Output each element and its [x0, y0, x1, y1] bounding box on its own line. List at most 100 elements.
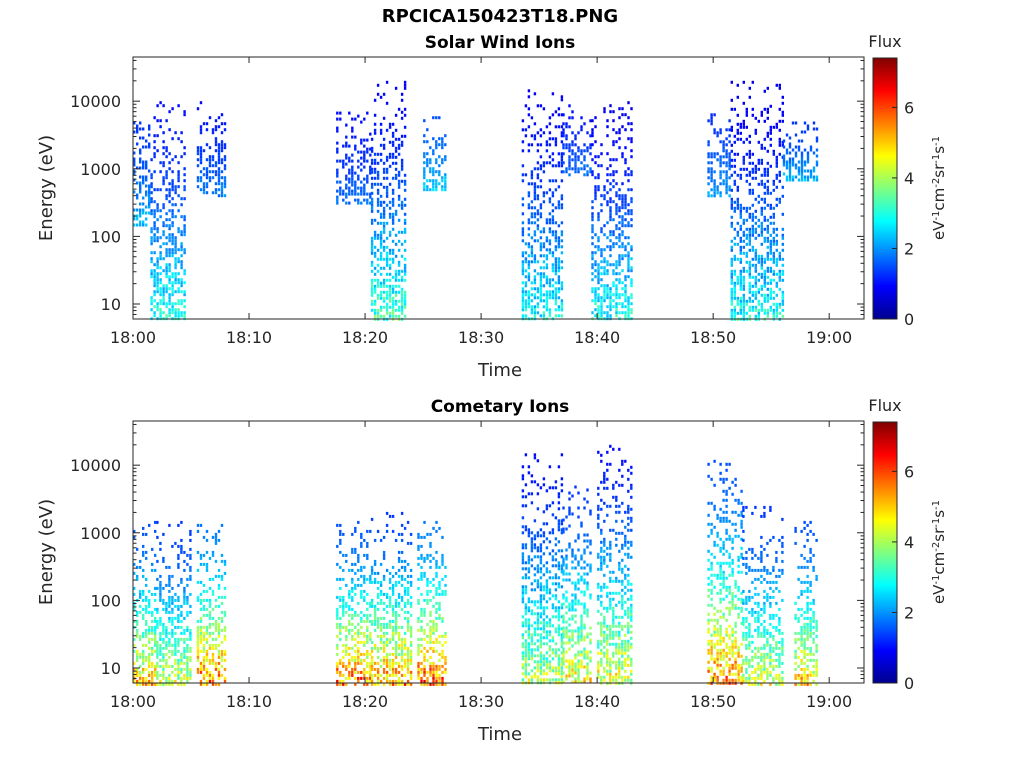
flux-cell — [591, 266, 594, 270]
flux-cell — [542, 275, 546, 279]
flux-cell — [426, 140, 429, 144]
flux-cell — [739, 239, 742, 243]
flux-cell — [432, 673, 435, 677]
flux-cell — [574, 608, 577, 612]
flux-cell — [145, 205, 148, 209]
flux-cell — [751, 215, 754, 219]
flux-cell — [186, 676, 189, 680]
flux-cell — [154, 631, 157, 635]
flux-cell — [618, 311, 621, 315]
flux-cell — [597, 293, 600, 297]
flux-cell — [394, 290, 398, 294]
flux-cell — [339, 631, 342, 635]
flux-cell — [382, 631, 386, 635]
flux-cell — [363, 676, 366, 680]
flux-cell — [196, 640, 200, 644]
flux-cell — [136, 673, 139, 677]
flux-cell — [742, 275, 745, 279]
flux-cell — [345, 682, 348, 686]
flux-cell — [557, 164, 561, 168]
flux-cell — [403, 203, 407, 207]
flux-cell — [545, 221, 549, 225]
flux-cell — [730, 128, 733, 132]
flux-cell — [554, 272, 558, 276]
flux-cell — [751, 161, 754, 165]
flux-cell — [533, 215, 537, 219]
flux-cell — [217, 146, 221, 150]
flux-cell — [441, 146, 444, 150]
flux-cell — [521, 651, 525, 655]
flux-cell — [627, 311, 630, 315]
flux-cell — [177, 637, 180, 641]
flux-cell — [369, 153, 372, 157]
flux-cell — [168, 649, 171, 653]
flux-cell — [568, 671, 571, 675]
flux-cell — [142, 544, 145, 548]
flux-cell — [382, 607, 386, 611]
flux-cell — [748, 161, 751, 165]
flux-cell — [186, 610, 189, 614]
flux-cell — [142, 208, 145, 212]
flux-cell — [772, 302, 775, 306]
flux-cell — [557, 678, 561, 682]
flux-cell — [536, 549, 540, 553]
flux-cell — [794, 154, 798, 158]
flux-cell — [156, 308, 159, 312]
flux-cell — [220, 122, 224, 126]
flux-cell — [376, 682, 380, 686]
flux-cell — [189, 637, 192, 641]
flux-cell — [154, 628, 157, 632]
flux-cell — [775, 176, 778, 180]
flux-cell — [180, 248, 183, 252]
flux-cell — [168, 239, 171, 243]
flux-cell — [369, 670, 372, 674]
flux-cell — [156, 266, 159, 270]
flux-cell — [145, 628, 148, 632]
flux-cell — [394, 176, 398, 180]
flux-cell — [423, 574, 426, 578]
colorbar-tick-label: 6 — [904, 98, 914, 117]
flux-cell — [775, 227, 778, 231]
flux-cell — [156, 586, 159, 590]
flux-cell — [577, 659, 580, 663]
flux-cell — [339, 523, 342, 527]
flux-cell — [597, 266, 600, 270]
flux-cell — [603, 110, 606, 114]
flux-cell — [429, 598, 432, 602]
flux-cell — [722, 161, 725, 165]
flux-cell — [217, 628, 221, 632]
flux-cell — [545, 299, 549, 303]
flux-cell — [363, 658, 366, 662]
flux-cell — [171, 215, 174, 219]
flux-cell — [391, 308, 395, 312]
flux-cell — [778, 140, 781, 144]
flux-cell — [217, 152, 221, 156]
flux-cell — [609, 254, 612, 258]
flux-cell — [760, 179, 763, 183]
flux-cell — [220, 610, 224, 614]
flux-cell — [745, 110, 748, 114]
flux-cell — [615, 140, 618, 144]
flux-cell — [171, 652, 174, 656]
flux-cell — [775, 239, 778, 243]
flux-cell — [171, 212, 174, 216]
flux-cell — [423, 607, 426, 611]
flux-cell — [336, 577, 339, 581]
flux-cell — [336, 168, 339, 172]
flux-cell — [591, 311, 594, 315]
flux-cell — [435, 562, 438, 566]
flux-cell — [568, 572, 571, 576]
flux-cell — [406, 574, 410, 578]
flux-cell — [554, 651, 558, 655]
flux-cell — [426, 592, 429, 596]
flux-cell — [597, 185, 600, 189]
flux-cell — [165, 170, 168, 174]
flux-cell — [429, 559, 432, 563]
flux-cell — [785, 148, 789, 152]
flux-cell — [763, 173, 766, 177]
flux-cell — [223, 128, 227, 132]
flux-cell — [542, 678, 546, 682]
flux-cell — [391, 586, 395, 590]
flux-cell — [444, 667, 447, 671]
flux-cell — [171, 619, 174, 623]
